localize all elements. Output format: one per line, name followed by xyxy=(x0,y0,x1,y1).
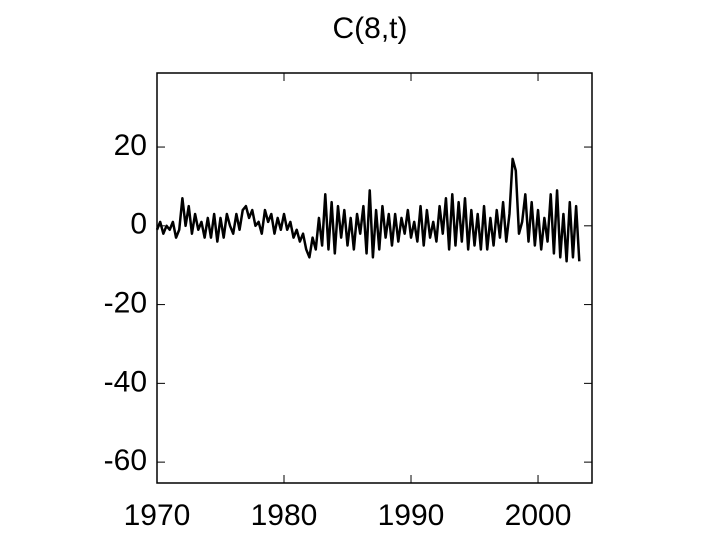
y-tick-label: -40 xyxy=(104,365,147,398)
x-tick-label: 2000 xyxy=(505,499,572,532)
plot-box xyxy=(156,72,593,484)
x-tick-label: 1980 xyxy=(251,499,318,532)
x-tick-label: 1970 xyxy=(124,499,191,532)
chart-title: C(8,t) xyxy=(333,12,408,45)
y-tick-label: -20 xyxy=(104,287,147,320)
y-tick-label: 20 xyxy=(114,129,147,162)
y-tick-label: 0 xyxy=(130,208,147,241)
x-tick-label: 1990 xyxy=(378,499,445,532)
y-tick-label: -60 xyxy=(104,444,147,477)
data-line xyxy=(155,157,581,263)
